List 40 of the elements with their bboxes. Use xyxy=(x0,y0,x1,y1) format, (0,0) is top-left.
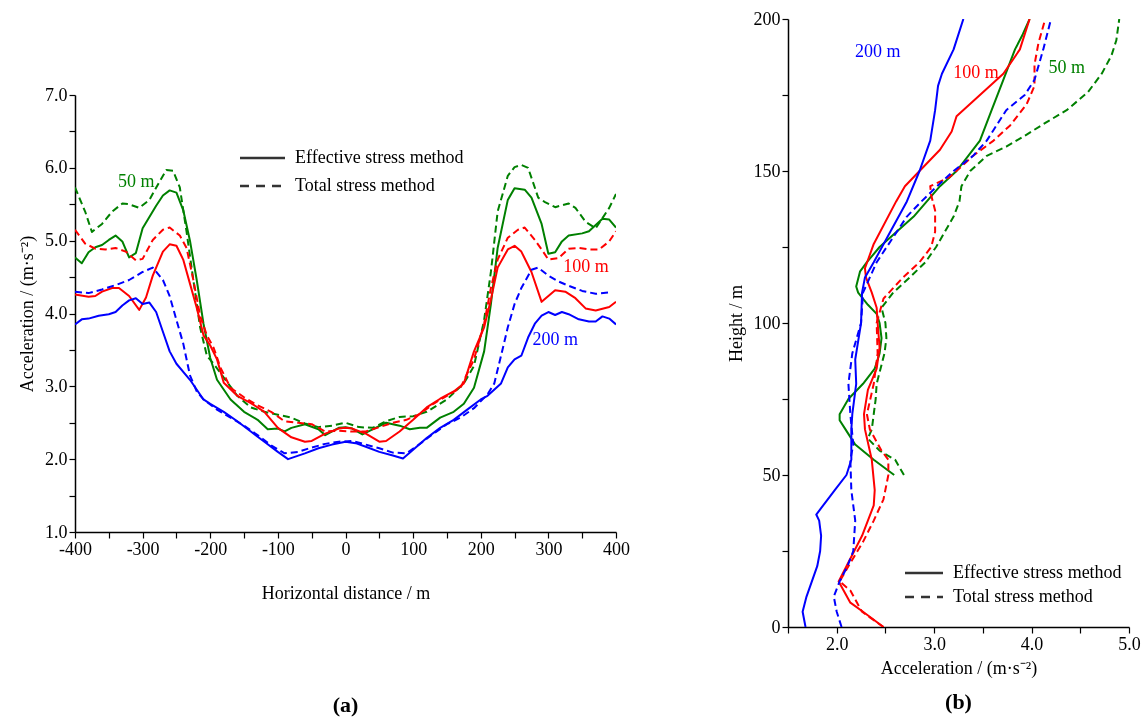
y-tick-label: 50 xyxy=(762,464,781,485)
text: (a) xyxy=(332,692,359,717)
x-axis-title: Horizontal distance / m xyxy=(261,582,431,603)
x-tick-label: 200 xyxy=(467,538,495,559)
annotation: Effective stress method xyxy=(295,147,464,167)
annotation: 200 m xyxy=(532,328,579,349)
x-tick-label: 400 xyxy=(603,538,630,559)
x-tick-label: -100 xyxy=(261,538,295,559)
annotation: 100 m xyxy=(953,62,999,83)
x-tick-label: 100 xyxy=(400,538,428,559)
x-tick-label: 0 xyxy=(341,538,351,559)
y-tick-label: 100 xyxy=(753,312,781,333)
x-tick-label: -300 xyxy=(126,538,160,559)
y-tick-label: 7.0 xyxy=(45,84,68,105)
line-series xyxy=(838,19,1031,476)
y-tick-label: 5.0 xyxy=(45,230,68,251)
annotation: 100 m xyxy=(563,256,609,277)
x-tick-label: 5.0 xyxy=(1118,633,1141,654)
y-tick-label: 150 xyxy=(753,160,781,181)
annotation: Effective stress method xyxy=(953,562,1122,582)
text: (b) xyxy=(945,689,972,714)
y-tick-label: 200 xyxy=(753,8,781,29)
y-tick-label: 4.0 xyxy=(45,303,68,323)
y-axis-title: Height / m xyxy=(725,285,746,362)
x-tick-label: 3.0 xyxy=(923,633,946,654)
x-tick-label: 2.0 xyxy=(825,633,849,654)
x-axis-title: Acceleration / (m·s⁻²) xyxy=(880,657,1038,679)
y-axis-title: Acceleration / (m·s⁻²) xyxy=(17,235,38,393)
y-tick-label: 6.0 xyxy=(45,157,68,178)
y-tick-label: 0 xyxy=(771,616,781,637)
annotation: 50 m xyxy=(117,170,155,191)
x-tick-label: -200 xyxy=(194,538,228,559)
annotation: Total stress method xyxy=(295,175,435,195)
y-tick-label: 3.0 xyxy=(45,375,68,396)
annotation: Total stress method xyxy=(953,586,1093,606)
annotation: 50 m xyxy=(1048,56,1085,77)
y-tick-label: 2.0 xyxy=(45,448,68,469)
x-tick-label: 4.0 xyxy=(1020,633,1044,654)
x-tick-label: 300 xyxy=(535,538,563,559)
annotation: 200 m xyxy=(854,41,901,62)
